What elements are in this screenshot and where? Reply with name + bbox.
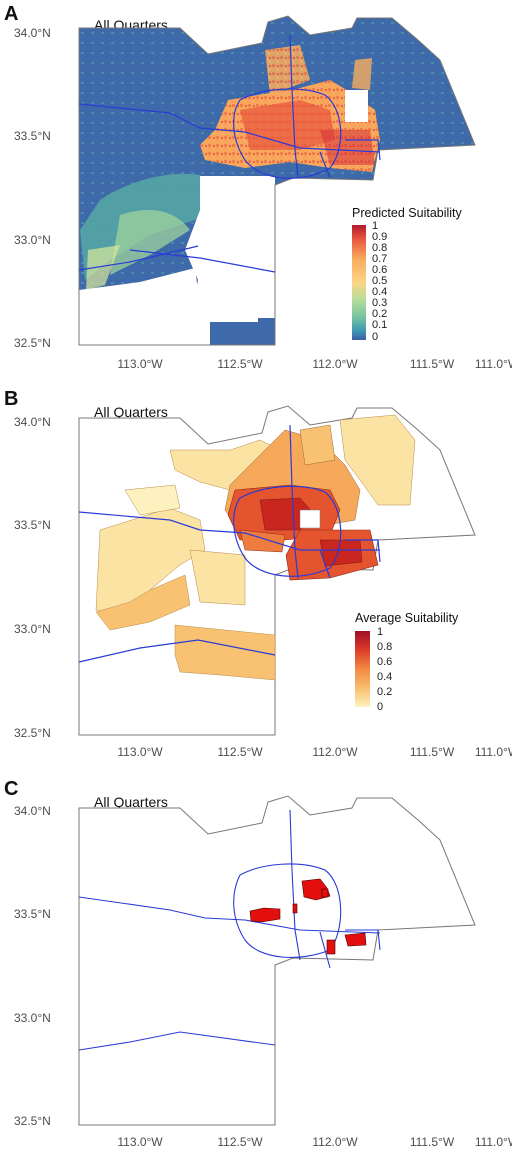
highways xyxy=(78,34,381,273)
legend-title: Predicted Suitability xyxy=(352,206,463,220)
legend-label: 0 xyxy=(377,701,383,713)
lon-tick: 112.5°W xyxy=(217,745,263,759)
hotspot-cluster xyxy=(321,888,329,898)
hotspot-clusters xyxy=(249,878,367,955)
legend-label: 0.8 xyxy=(372,242,387,254)
lat-tick: 32.5°N xyxy=(14,726,51,740)
lat-tick: 34.0°N xyxy=(14,415,51,429)
lat-tick: 33.5°N xyxy=(14,518,51,532)
legend-label: 0.3 xyxy=(372,297,387,309)
panel-c-title: All Quarters xyxy=(94,794,168,810)
lon-tick: 112.0°W xyxy=(312,745,358,759)
hotspot-cluster xyxy=(249,907,281,923)
legend-labels: 1 0.9 0.8 0.7 0.6 0.5 0.4 0.3 0.2 0.1 0 xyxy=(372,220,387,343)
lon-tick: 111.5°W xyxy=(410,357,455,371)
legend-label: 0.6 xyxy=(372,264,387,276)
panel-b-title: All Quarters xyxy=(94,404,168,420)
panel-a-raster-map xyxy=(78,15,476,346)
lon-tick: 112.5°W xyxy=(217,1135,263,1149)
legend-label: 0.2 xyxy=(377,686,392,698)
legend-label: 0 xyxy=(372,331,378,343)
panel-b-lon-axis: 113.0°W 112.5°W 112.0°W 111.5°W 111.0°W xyxy=(117,745,512,759)
panel-c-lat-axis: 34.0°N 33.5°N 33.0°N 32.5°N xyxy=(14,804,51,1128)
lat-tick: 32.5°N xyxy=(14,1114,51,1128)
lat-tick: 33.5°N xyxy=(14,129,51,143)
panel-a: A All Quarters 34.0°N 33.5°N 33.0°N 32.5… xyxy=(4,3,512,371)
legend-label: 0.4 xyxy=(377,671,392,683)
panel-letter-b: B xyxy=(4,388,18,410)
lon-tick: 111.0°W xyxy=(475,357,512,371)
panel-c-hotspot-map xyxy=(78,795,476,1126)
panel-c-lon-axis: 113.0°W 112.5°W 112.0°W 111.5°W 111.0°W xyxy=(117,1135,512,1149)
lat-tick: 33.5°N xyxy=(14,907,51,921)
lon-tick: 111.0°W xyxy=(475,1135,512,1149)
lat-tick: 33.0°N xyxy=(14,1011,51,1025)
legend-label: 1 xyxy=(377,626,383,638)
panel-b-choropleth-map xyxy=(78,405,476,736)
panel-a-lat-axis: 34.0°N 33.5°N 33.0°N 32.5°N xyxy=(14,26,51,350)
legend-label: 1 xyxy=(372,220,378,232)
lon-tick: 112.0°W xyxy=(312,1135,358,1149)
legend-label: 0.6 xyxy=(377,656,392,668)
panel-a-legend: Predicted Suitability 1 0.9 0.8 0.7 0.6 … xyxy=(352,206,463,343)
lat-tick: 34.0°N xyxy=(14,26,51,40)
lon-tick: 111.5°W xyxy=(410,745,455,759)
study-area-boundary xyxy=(78,795,476,1126)
panel-letter-a: A xyxy=(4,3,18,25)
panel-b: B All Quarters 34.0°N 33.5°N 33.0°N 32.5… xyxy=(4,388,512,759)
panel-b-legend: Average Suitability 1 0.8 0.6 0.4 0.2 0 xyxy=(355,611,459,713)
hotspot-cluster xyxy=(344,932,367,947)
lon-tick: 113.0°W xyxy=(117,745,163,759)
panel-b-lat-axis: 34.0°N 33.5°N 33.0°N 32.5°N xyxy=(14,415,51,740)
legend-label: 0.4 xyxy=(372,286,387,298)
panel-c: C All Quarters 34.0°N 33.5°N 33.0°N 32.5… xyxy=(4,778,512,1149)
legend-colorbar xyxy=(352,225,366,340)
hotspot-cluster xyxy=(292,903,298,914)
lat-tick: 32.5°N xyxy=(14,336,51,350)
hotspot-cluster xyxy=(326,939,336,955)
lon-tick: 112.0°W xyxy=(312,357,358,371)
highways xyxy=(78,424,381,663)
lon-tick: 111.5°W xyxy=(410,1135,455,1149)
legend-colorbar xyxy=(355,631,370,707)
legend-label: 0.8 xyxy=(377,641,392,653)
legend-title: Average Suitability xyxy=(355,611,459,625)
lat-tick: 33.0°N xyxy=(14,233,51,247)
lon-tick: 113.0°W xyxy=(117,1135,163,1149)
lon-tick: 113.0°W xyxy=(117,357,163,371)
panel-a-lon-axis: 113.0°W 112.5°W 112.0°W 111.5°W 111.0°W xyxy=(117,357,512,371)
legend-label: 0.9 xyxy=(372,231,387,243)
legend-label: 0.2 xyxy=(372,308,387,320)
lat-tick: 33.0°N xyxy=(14,622,51,636)
legend-label: 0.7 xyxy=(372,253,387,265)
legend-label: 0.5 xyxy=(372,275,387,287)
legend-label: 0.1 xyxy=(372,319,387,331)
lat-tick: 34.0°N xyxy=(14,804,51,818)
lon-tick: 112.5°W xyxy=(217,357,263,371)
lon-tick: 111.0°W xyxy=(475,745,512,759)
panel-letter-c: C xyxy=(4,778,18,800)
